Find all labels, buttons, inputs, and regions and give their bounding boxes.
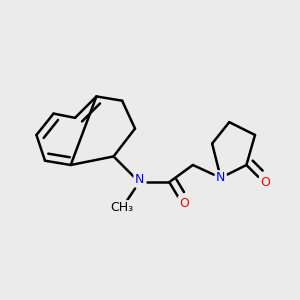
Text: O: O [179,197,189,210]
Text: CH₃: CH₃ [111,201,134,214]
Text: N: N [135,173,144,186]
Text: O: O [260,176,270,189]
Text: N: N [216,171,225,184]
